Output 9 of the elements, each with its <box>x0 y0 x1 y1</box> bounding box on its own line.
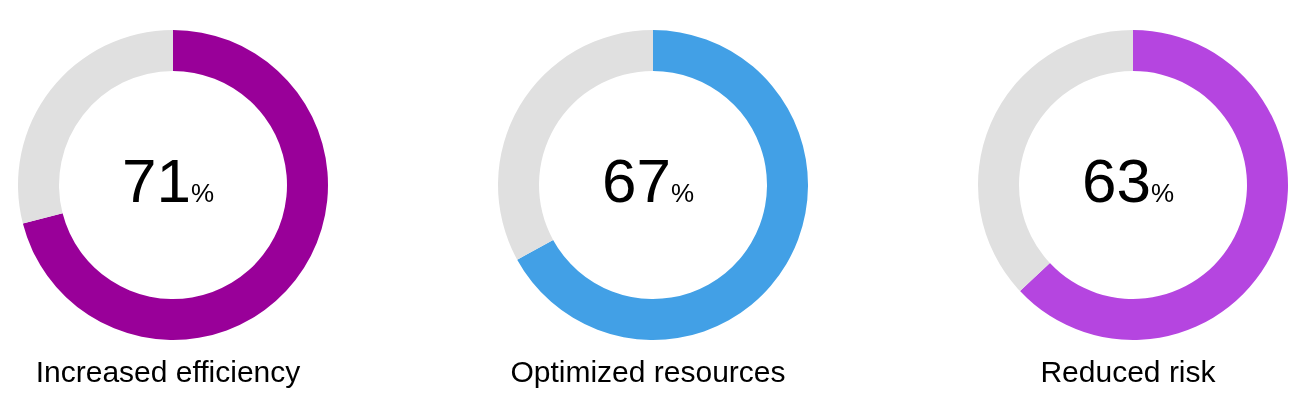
donut-slice <box>22 30 328 340</box>
donut-slice <box>1020 30 1288 340</box>
text: Reduced risk <box>1039 355 1217 389</box>
text: 67% <box>601 144 695 216</box>
text: Increased efficiency <box>34 355 302 389</box>
donut-slice <box>517 30 808 340</box>
text: Optimized resources <box>509 355 787 389</box>
text: 63% <box>1081 144 1175 216</box>
text: 71% <box>121 144 215 216</box>
